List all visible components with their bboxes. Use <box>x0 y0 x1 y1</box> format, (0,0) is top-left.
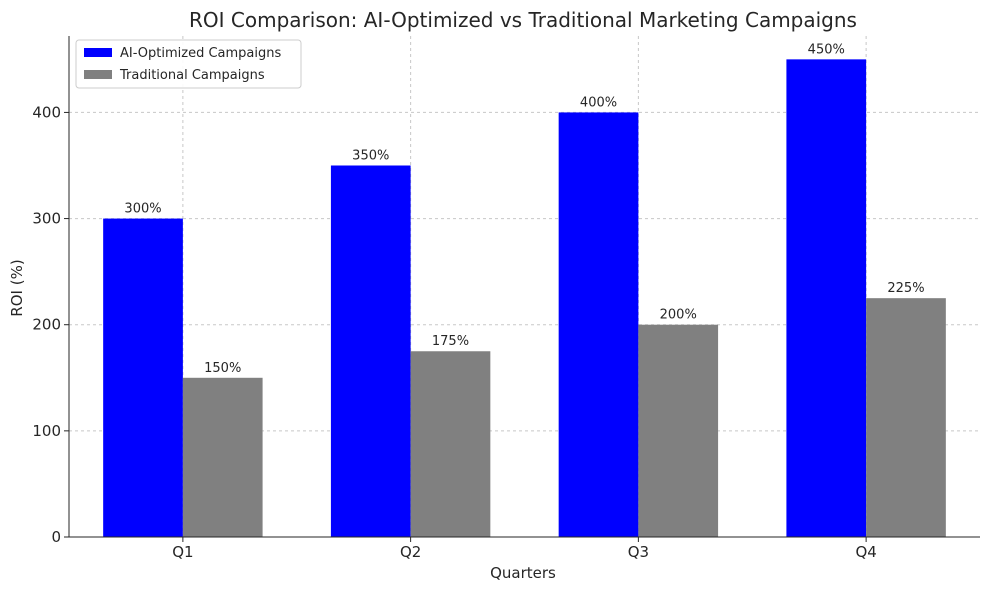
legend: AI-Optimized Campaigns Traditional Campai… <box>75 39 302 89</box>
bar-value-label: 450% <box>808 42 845 57</box>
bar-value-label: 400% <box>580 95 617 110</box>
bar-traditional-q1 <box>182 377 263 537</box>
bar-traditional-q3 <box>638 324 719 537</box>
legend-label: Traditional Campaigns <box>119 68 265 83</box>
y-tick-label: 400 <box>32 103 61 121</box>
bars <box>103 59 946 538</box>
bar-value-label: 200% <box>660 308 697 323</box>
y-tick-label: 100 <box>32 422 61 440</box>
legend-label: AI-Optimized Campaigns <box>120 46 281 61</box>
bar-value-label: 300% <box>124 202 161 217</box>
bar-value-label: 150% <box>204 361 241 376</box>
y-axis-label: ROI (%) <box>8 259 26 316</box>
x-tick-label: Q4 <box>855 543 876 561</box>
x-tick-label: Q3 <box>628 543 649 561</box>
data-labels: 300% 350% 400% 450% 150% 175% 200% 225% <box>124 42 924 375</box>
x-tick-label: Q1 <box>172 543 193 561</box>
bar-ai-optimized-q3 <box>558 112 639 537</box>
bar-value-label: 175% <box>432 334 469 349</box>
axes: 0 100 200 300 400 Q1 Q2 Q3 Q4 <box>32 36 980 561</box>
chart-title: ROI Comparison: AI-Optimized vs Traditio… <box>189 8 857 32</box>
legend-box <box>75 39 302 89</box>
legend-swatch <box>84 48 112 57</box>
y-tick-label: 300 <box>32 210 61 228</box>
y-tick-label: 0 <box>51 528 61 546</box>
bar-traditional-q4 <box>866 298 946 537</box>
legend-swatch <box>84 70 112 79</box>
bar-value-label: 350% <box>352 148 389 163</box>
bar-value-label: 225% <box>887 281 924 296</box>
y-tick-label: 200 <box>32 316 61 334</box>
x-axis-label: Quarters <box>490 564 556 582</box>
x-tick-label: Q2 <box>400 543 421 561</box>
bar-ai-optimized-q4 <box>786 59 867 538</box>
bar-traditional-q2 <box>410 351 491 537</box>
bar-ai-optimized-q1 <box>103 218 183 537</box>
bar-ai-optimized-q2 <box>330 165 411 537</box>
